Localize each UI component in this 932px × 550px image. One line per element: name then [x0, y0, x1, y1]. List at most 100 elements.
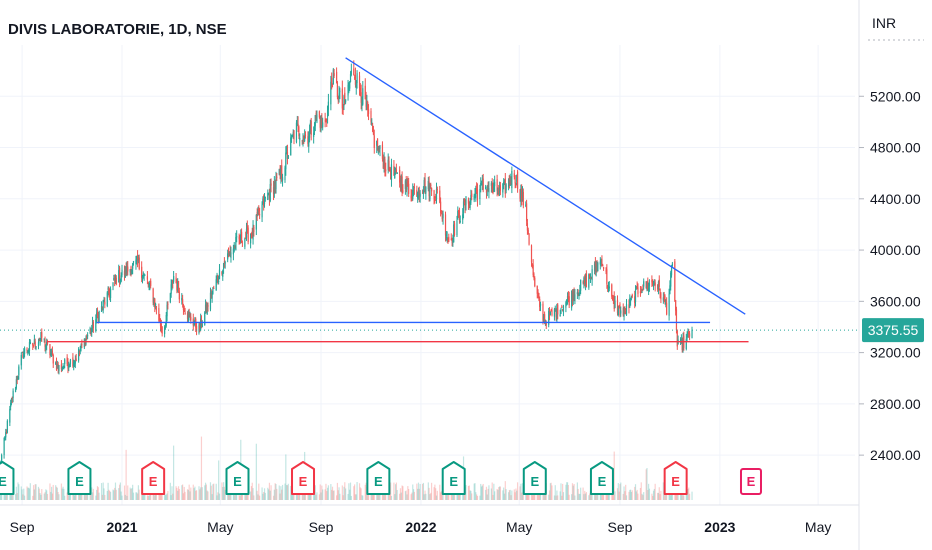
earnings-marker[interactable]: E — [67, 461, 92, 495]
candle-body — [246, 225, 248, 228]
earnings-marker[interactable]: E — [291, 461, 316, 495]
candle-body — [508, 175, 510, 185]
volume-bar — [200, 436, 203, 500]
candle-body — [269, 184, 271, 201]
volume-bar — [536, 494, 538, 500]
price-axis[interactable]: 5200.00 4800.00 4400.00 4000.00 3600.00 3200.… — [859, 88, 921, 463]
candle-body — [646, 282, 648, 291]
candle-body — [625, 311, 627, 315]
volume-bar — [60, 483, 63, 500]
earnings-marker[interactable]: E — [441, 461, 466, 495]
x-tick-label: Sep — [10, 519, 35, 535]
candle-body — [172, 280, 174, 283]
candle-body — [622, 308, 624, 316]
candle-body — [634, 289, 637, 303]
earnings-label: E — [747, 474, 756, 489]
volume-bar — [182, 484, 184, 500]
earnings-marker[interactable]: E — [0, 461, 15, 495]
candle-body — [108, 288, 110, 294]
candle-body — [213, 287, 215, 289]
candle-body — [121, 269, 123, 276]
earnings-marker[interactable]: E — [141, 461, 166, 495]
candle-body — [447, 238, 449, 240]
earnings-marker[interactable]: E — [522, 461, 547, 495]
volume-bar — [394, 494, 396, 500]
earnings-marker[interactable]: E — [366, 461, 391, 495]
volume-bar — [132, 492, 135, 500]
candle-body — [424, 178, 426, 194]
candle-body — [247, 227, 249, 242]
candle-body — [316, 114, 318, 122]
candle-body — [664, 295, 666, 304]
candle-body — [412, 190, 415, 192]
candle-body — [173, 276, 175, 282]
candle-body — [652, 283, 655, 287]
candle-body — [514, 175, 516, 184]
volume-bar — [120, 491, 122, 500]
volume-bar — [654, 483, 656, 500]
volume-bar — [40, 494, 42, 500]
candle-body — [335, 71, 338, 84]
volume-bar — [408, 489, 410, 500]
candle-body — [28, 349, 30, 353]
volume-bar — [252, 488, 254, 500]
candle-body — [428, 181, 430, 197]
volume-bar — [365, 482, 367, 500]
candle-body — [326, 106, 329, 117]
volume-bar — [683, 495, 685, 500]
candle-body — [639, 291, 642, 293]
volume-bar — [630, 489, 632, 500]
volume-bar — [400, 492, 402, 500]
candle-body — [14, 387, 17, 392]
candle-body — [468, 202, 470, 206]
earnings-marker[interactable]: E — [589, 461, 614, 495]
volume-bar — [253, 495, 255, 500]
candle-body — [285, 152, 287, 170]
candle-body — [602, 267, 605, 269]
volume-bar — [534, 491, 536, 500]
x-tick-label: 2023 — [704, 519, 735, 535]
candle-body — [645, 281, 647, 289]
descending-trendline[interactable] — [345, 57, 746, 315]
volume-bar — [364, 484, 366, 500]
volume-bar — [416, 483, 418, 500]
volume-bar — [115, 489, 117, 500]
volume-bar — [20, 486, 22, 500]
volume-bar — [422, 482, 425, 500]
volume-bar — [141, 492, 143, 500]
earnings-marker[interactable]: E — [739, 468, 762, 495]
volume-bar — [634, 484, 637, 500]
volume-bar — [23, 488, 25, 500]
volume-bar — [572, 485, 574, 500]
candle-body — [17, 376, 19, 380]
earnings-marker[interactable]: E — [225, 461, 250, 495]
volume-bar — [18, 484, 20, 500]
candle-body — [614, 300, 616, 308]
candle-body — [91, 319, 94, 328]
candle-body — [525, 203, 528, 222]
candle-body — [493, 183, 495, 191]
candle-body — [596, 263, 598, 271]
time-axis[interactable]: Sep 2021 May Sep 2022 May Sep 2023 May — [10, 519, 832, 535]
candle-body — [516, 171, 519, 189]
candle-body — [601, 258, 603, 267]
candle-body — [327, 101, 330, 110]
candle-body — [611, 297, 614, 301]
volume-bar — [513, 489, 515, 500]
candle-body — [50, 351, 53, 356]
volume-bar — [17, 482, 19, 500]
candle-body — [20, 355, 22, 366]
candle-body — [444, 214, 447, 236]
volume-bar — [209, 482, 212, 500]
candle-body — [377, 146, 379, 153]
volume-bar — [5, 494, 8, 500]
candle-body — [299, 138, 301, 140]
candle-body — [23, 348, 26, 354]
earnings-marker[interactable]: E — [663, 461, 688, 495]
volume-bar — [263, 488, 266, 500]
candle-body — [223, 261, 225, 263]
candle-body — [4, 436, 6, 439]
volume-bar — [588, 495, 590, 500]
candle-body — [333, 73, 335, 76]
